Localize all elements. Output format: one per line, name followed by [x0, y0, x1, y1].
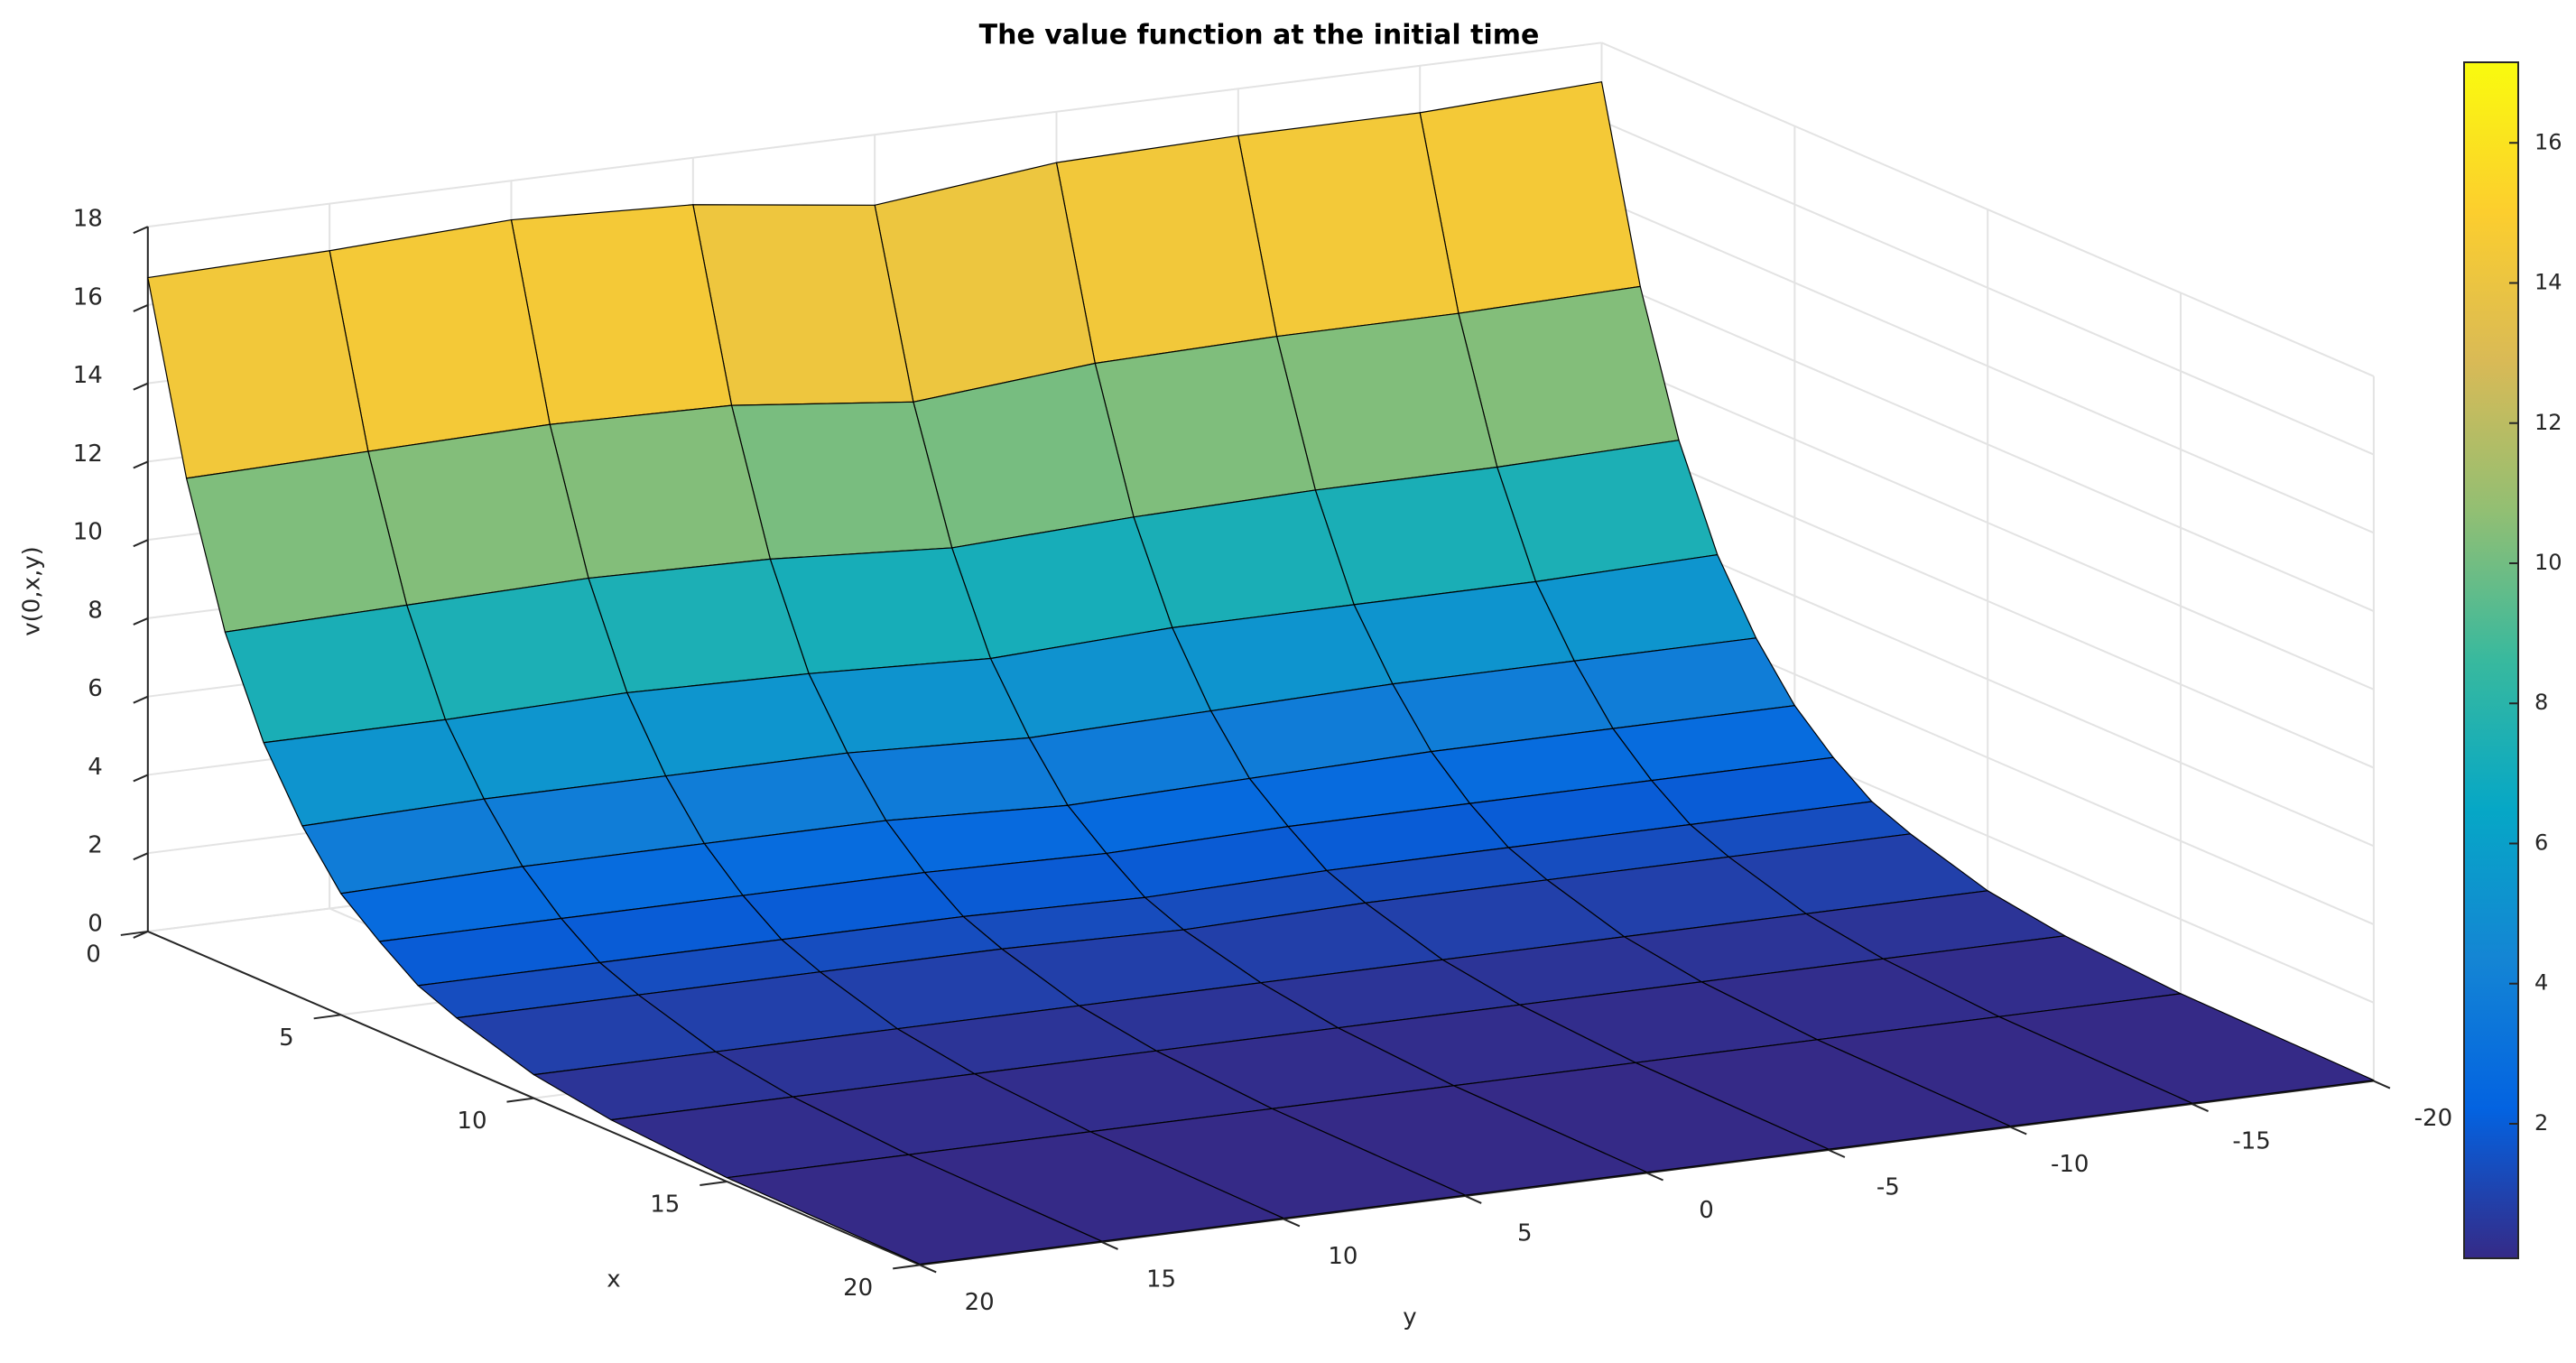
- z-axis-label: v(0,x,y): [19, 546, 46, 636]
- y-tick-mark: [1646, 1172, 1663, 1182]
- y-tick-mark: [2009, 1126, 2027, 1136]
- z-tick-label: 2: [88, 832, 103, 859]
- grid-line: [1601, 42, 2375, 377]
- y-tick-label: -10: [2051, 1151, 2089, 1178]
- colorbar-tick-label: 12: [2534, 410, 2562, 435]
- y-tick-label: -20: [2414, 1105, 2452, 1132]
- surface-face: [726, 1154, 1103, 1266]
- colorbar-tick-label: 4: [2534, 970, 2548, 996]
- grid-line: [1601, 433, 2375, 769]
- z-tick-label: 8: [88, 597, 103, 624]
- x-tick-label: 15: [650, 1191, 680, 1219]
- surface-face: [549, 404, 771, 580]
- surface-face: [1275, 312, 1498, 491]
- grid-line: [147, 42, 1602, 228]
- x-tick-label: 0: [86, 941, 101, 968]
- colorbar-tick-label: 10: [2534, 550, 2562, 575]
- z-tick-label: 14: [73, 362, 103, 389]
- y-tick-label: -15: [2232, 1128, 2270, 1155]
- surface-face: [1094, 336, 1316, 518]
- y-tick-mark: [1828, 1149, 1846, 1158]
- x-tick-label: 10: [457, 1108, 486, 1135]
- z-tick-label: 4: [88, 754, 103, 781]
- surface-face: [1314, 466, 1537, 606]
- y-axis-line: [920, 1080, 2375, 1266]
- y-tick-label: 5: [1517, 1219, 1533, 1247]
- z-tick-mark: [133, 774, 149, 783]
- z-tick-label: 12: [73, 440, 103, 468]
- surface-face: [510, 204, 733, 425]
- surface-face: [329, 218, 551, 452]
- grid-line: [1601, 511, 2375, 848]
- z-tick-mark: [133, 303, 149, 312]
- surface-face: [874, 162, 1096, 403]
- x-tick-mark: [506, 1097, 534, 1103]
- x-tick-mark: [120, 930, 148, 936]
- z-tick-label: 18: [73, 206, 103, 233]
- surface-face: [147, 250, 369, 479]
- z-tick-mark: [133, 382, 149, 391]
- y-tick-mark: [1283, 1218, 1301, 1228]
- surface-face: [1419, 81, 1641, 314]
- surface-face: [769, 547, 992, 674]
- surface-face: [367, 423, 589, 606]
- surface-face: [588, 558, 810, 694]
- y-tick-label: 10: [1328, 1243, 1357, 1270]
- z-tick-mark: [133, 852, 149, 861]
- y-tick-label: 0: [1699, 1197, 1714, 1224]
- z-tick-label: 6: [88, 675, 103, 702]
- surface-face: [1458, 285, 1680, 468]
- colorbar: [2463, 61, 2519, 1259]
- surface-face: [185, 450, 408, 633]
- y-tick-label: 20: [965, 1289, 995, 1316]
- y-tick-label: -5: [1876, 1174, 1900, 1201]
- z-tick-label: 10: [73, 519, 103, 546]
- z-tick-mark: [133, 617, 149, 626]
- z-tick-label: 0: [88, 910, 103, 937]
- colorbar-tick-label: 14: [2534, 270, 2562, 295]
- y-axis-label: y: [1403, 1304, 1416, 1331]
- grid-line: [1601, 198, 2375, 534]
- x-axis-label: x: [607, 1266, 620, 1293]
- y-tick-mark: [919, 1264, 937, 1274]
- grid-line: [1601, 120, 2375, 456]
- y-tick-mark: [1464, 1195, 1482, 1204]
- z-tick-mark: [133, 539, 149, 548]
- x-axis-line: [147, 931, 921, 1266]
- x-tick-label: 5: [279, 1025, 294, 1052]
- x-tick-label: 20: [843, 1275, 873, 1302]
- z-tick-mark: [133, 460, 149, 469]
- y-tick-mark: [2191, 1103, 2209, 1112]
- x-tick-mark: [700, 1181, 727, 1187]
- y-tick-mark: [1101, 1241, 1118, 1250]
- chart-title: The value function at the initial time: [979, 20, 1540, 51]
- surface-face: [808, 657, 1030, 754]
- z-tick-mark: [133, 695, 149, 704]
- colorbar-tick-label: 2: [2534, 1110, 2548, 1136]
- y-tick-mark: [2373, 1080, 2391, 1089]
- surface-face: [1237, 112, 1459, 338]
- z-tick-label: 16: [73, 283, 103, 311]
- z-tick-mark: [133, 226, 149, 235]
- surface-face: [1055, 134, 1278, 365]
- x-tick-mark: [893, 1264, 921, 1270]
- x-tick-mark: [313, 1014, 341, 1020]
- grid-line: [1601, 355, 2375, 691]
- grid-line: [1601, 276, 2375, 612]
- colorbar-tick-label: 16: [2534, 129, 2562, 154]
- colorbar-tick-label: 8: [2534, 690, 2548, 715]
- y-tick-label: 15: [1146, 1266, 1176, 1293]
- colorbar-tick-label: 6: [2534, 830, 2548, 855]
